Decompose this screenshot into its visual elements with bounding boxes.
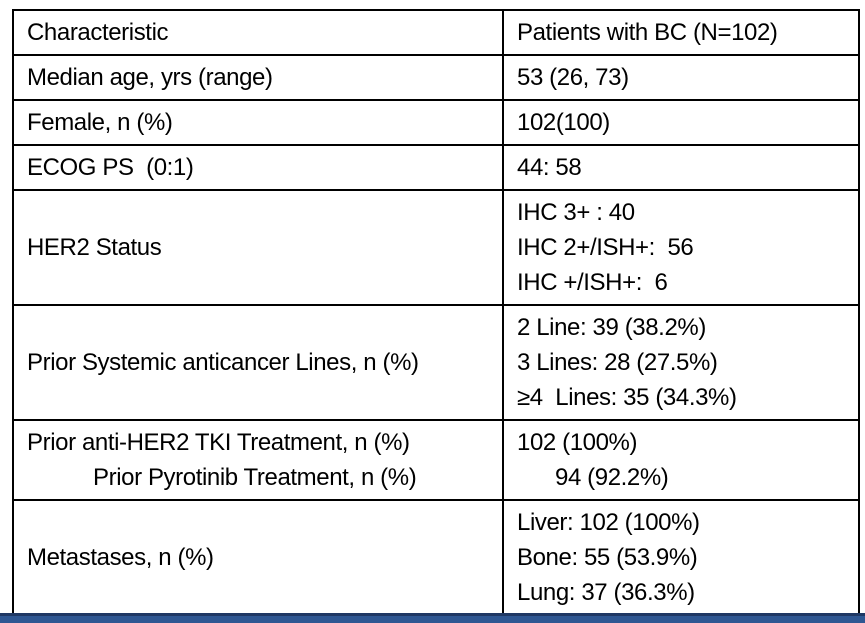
value-cell: 2 Line: 39 (38.2%) 3 Lines: 28 (27.5%) ≥4 …	[502, 304, 860, 421]
value-cell: 53 (26, 73)	[502, 54, 860, 101]
characteristic-cell: ECOG PS (0:1)	[12, 144, 504, 191]
table-row: HER2 Status IHC 3+ : 40 IHC 2+/ISH+: 56 IHC…	[12, 189, 860, 306]
value-line: IHC +/ISH+: 6	[517, 269, 668, 296]
table-body: Median age, yrs (range) 53 (26, 73) Female…	[12, 54, 860, 616]
table-row: Median age, yrs (range) 53 (26, 73)	[12, 54, 860, 101]
characteristic-line: Metastases, n (%)	[27, 544, 214, 571]
characteristic-cell: Prior Systemic anticancer Lines, n (%)	[12, 304, 504, 421]
characteristic-cell: HER2 Status	[12, 189, 504, 306]
characteristic-cell: Female, n (%)	[12, 99, 504, 146]
table-row: Prior Systemic anticancer Lines, n (%) 2 …	[12, 304, 860, 421]
value-cell: Liver: 102 (100%) Bone: 55 (53.9%) Lung: 3…	[502, 499, 860, 616]
characteristic-line: Prior Pyrotinib Treatment, n (%)	[93, 464, 417, 491]
value-line: 3 Lines: 28 (27.5%)	[517, 349, 718, 376]
value-cell: 44: 58	[502, 144, 860, 191]
value-line: 2 Line: 39 (38.2%)	[517, 314, 706, 341]
value-line: ≥4 Lines: 35 (34.3%)	[517, 384, 737, 411]
value-line: 102 (100%)	[517, 429, 638, 456]
value-line: 94 (92.2%)	[555, 464, 669, 491]
value-line: 102(100)	[517, 109, 610, 136]
patient-characteristics-table: Characteristic Patients with BC (N=102) …	[12, 9, 860, 616]
value-line: 53 (26, 73)	[517, 64, 629, 91]
value-cell: IHC 3+ : 40 IHC 2+/ISH+: 56 IHC +/ISH+: 6	[502, 189, 860, 306]
characteristic-line: Prior Systemic anticancer Lines, n (%)	[27, 349, 419, 376]
value-line: Liver: 102 (100%)	[517, 509, 700, 536]
characteristic-cell: Median age, yrs (range)	[12, 54, 504, 101]
characteristic-line: Female, n (%)	[27, 109, 173, 136]
value-line: IHC 2+/ISH+: 56	[517, 234, 694, 261]
characteristic-line: Prior anti-HER2 TKI Treatment, n (%)	[27, 429, 410, 456]
value-cell: 102 (100%) 94 (92.2%)	[502, 419, 860, 501]
slide-bottom-bar	[0, 613, 865, 623]
table-row: ECOG PS (0:1) 44: 58	[12, 144, 860, 191]
header-patients-with-bc: Patients with BC (N=102)	[502, 9, 860, 56]
value-line: Lung: 37 (36.3%)	[517, 579, 695, 606]
table-row: Female, n (%) 102(100)	[12, 99, 860, 146]
value-line: IHC 3+ : 40	[517, 199, 635, 226]
value-line: 44: 58	[517, 154, 582, 181]
characteristic-line: Median age, yrs (range)	[27, 64, 273, 91]
characteristic-line: ECOG PS (0:1)	[27, 154, 194, 181]
characteristic-cell: Prior anti-HER2 TKI Treatment, n (%) Prio…	[12, 419, 504, 501]
characteristic-line: HER2 Status	[27, 234, 162, 261]
header-characteristic: Characteristic	[12, 9, 504, 56]
characteristic-cell: Metastases, n (%)	[12, 499, 504, 616]
value-cell: 102(100)	[502, 99, 860, 146]
table-header-row: Characteristic Patients with BC (N=102)	[12, 9, 860, 56]
table-row: Prior anti-HER2 TKI Treatment, n (%) Prio…	[12, 419, 860, 501]
table-row: Metastases, n (%) Liver: 102 (100%) Bone: …	[12, 499, 860, 616]
value-line: Bone: 55 (53.9%)	[517, 544, 698, 571]
